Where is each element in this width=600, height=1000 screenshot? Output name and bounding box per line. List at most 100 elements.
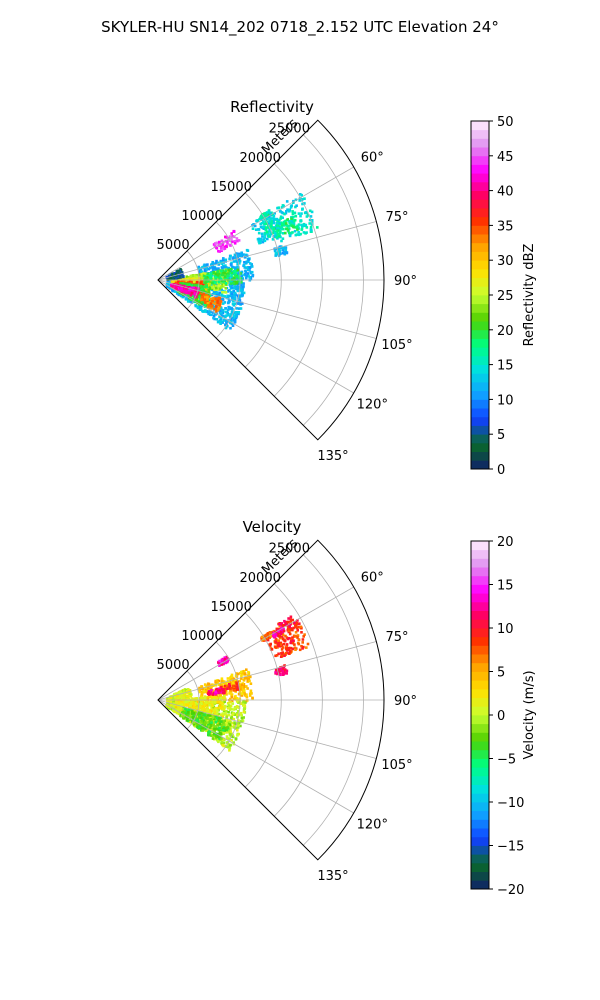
echo-gate <box>218 276 221 279</box>
echo-gate <box>233 253 237 257</box>
echo-gate <box>238 259 242 263</box>
echo-gate <box>229 730 232 733</box>
echo-gate <box>234 694 237 698</box>
echo-gate <box>222 319 226 322</box>
echo-gate <box>294 214 298 218</box>
echo-gate <box>293 218 297 222</box>
colorbar-band <box>471 268 489 278</box>
echo-gate <box>290 637 294 641</box>
echo-gate <box>254 228 258 231</box>
echo-gate <box>263 233 267 237</box>
echo-gate <box>202 295 206 299</box>
angle-tick-label: 105° <box>381 338 412 353</box>
echo-gate <box>224 260 227 263</box>
echo-gate <box>309 215 313 218</box>
echo-gate <box>265 230 269 234</box>
echo-gate <box>183 278 186 281</box>
echo-gate <box>214 725 218 728</box>
echo-gate <box>201 687 204 690</box>
echo-gate <box>277 251 280 254</box>
echo-gate <box>286 229 290 232</box>
echo-gate <box>273 249 277 253</box>
echo-gate <box>286 621 290 624</box>
echo-gate <box>217 712 221 716</box>
colorbar-band <box>471 286 489 296</box>
echo-gate <box>234 674 238 678</box>
echo-gate <box>227 313 230 317</box>
echo-gate <box>209 709 212 712</box>
echo-gate <box>219 286 223 289</box>
echo-gate <box>201 309 204 313</box>
azimuth-spoke <box>157 221 377 281</box>
echo-gate <box>291 641 295 645</box>
echo-gate <box>247 675 251 678</box>
colorbar-band <box>471 164 489 174</box>
echo-gate <box>231 713 234 717</box>
echo-gate <box>291 231 294 234</box>
echo-gate <box>184 700 188 703</box>
echo-gate <box>226 296 230 300</box>
echo-gate <box>268 233 272 237</box>
echo-gate <box>288 652 291 655</box>
echo-gate <box>279 641 283 645</box>
echo-gate <box>275 217 279 221</box>
echo-gate <box>230 263 233 267</box>
echo-gate <box>269 217 272 221</box>
echo-gate <box>217 244 221 247</box>
echo-gate <box>214 242 217 245</box>
echo-gate <box>218 303 221 306</box>
echo-gate <box>220 680 223 683</box>
echo-gate <box>218 722 222 726</box>
echo-gate <box>215 715 218 719</box>
echo-gate <box>199 294 203 298</box>
echo-gate <box>213 300 217 304</box>
echo-gate <box>216 724 219 727</box>
echo-gate <box>297 626 301 629</box>
echo-gate <box>196 283 200 287</box>
echo-gate <box>200 287 204 291</box>
echo-gate <box>233 240 237 243</box>
panel-title: Velocity <box>243 518 302 536</box>
echo-gate <box>275 222 279 225</box>
echo-gate <box>220 269 223 273</box>
echo-gate <box>214 720 218 724</box>
echo-gate <box>203 274 206 278</box>
echo-gate <box>281 646 285 649</box>
echo-gate <box>235 281 238 284</box>
echo-gate <box>221 308 225 312</box>
echo-gate <box>185 719 189 722</box>
echo-gate <box>279 230 282 233</box>
echo-gate <box>233 291 236 295</box>
angle-tick-label: 60° <box>361 150 384 165</box>
echo-gate <box>242 716 245 719</box>
echo-gate <box>242 689 246 693</box>
echo-gate <box>259 216 262 219</box>
echo-gate <box>280 224 284 228</box>
echo-gate <box>308 209 312 213</box>
echo-gate <box>188 706 191 710</box>
echo-gate <box>221 728 225 732</box>
echo-gate <box>197 265 201 269</box>
echo-gate <box>305 646 308 649</box>
echo-gate <box>194 298 197 302</box>
echo-gate <box>187 276 190 279</box>
echo-gate <box>250 270 254 274</box>
echo-gate <box>278 634 281 638</box>
echo-gate <box>291 215 295 219</box>
echo-gate <box>240 720 243 724</box>
echo-gate <box>225 718 229 722</box>
echo-gate <box>166 282 170 285</box>
echo-gate <box>266 232 270 236</box>
echo-gate <box>194 304 197 307</box>
echo-gate <box>216 269 220 273</box>
echo-gate <box>202 272 205 275</box>
echo-gate <box>239 307 243 310</box>
echo-gate <box>310 223 314 226</box>
echo-gate <box>306 642 310 646</box>
colorbar-band <box>471 225 489 235</box>
echo-gate <box>235 313 238 317</box>
echo-gate <box>193 711 197 714</box>
echo-gate <box>187 289 191 293</box>
echo-gate <box>229 254 232 258</box>
echo-gate <box>208 719 212 722</box>
